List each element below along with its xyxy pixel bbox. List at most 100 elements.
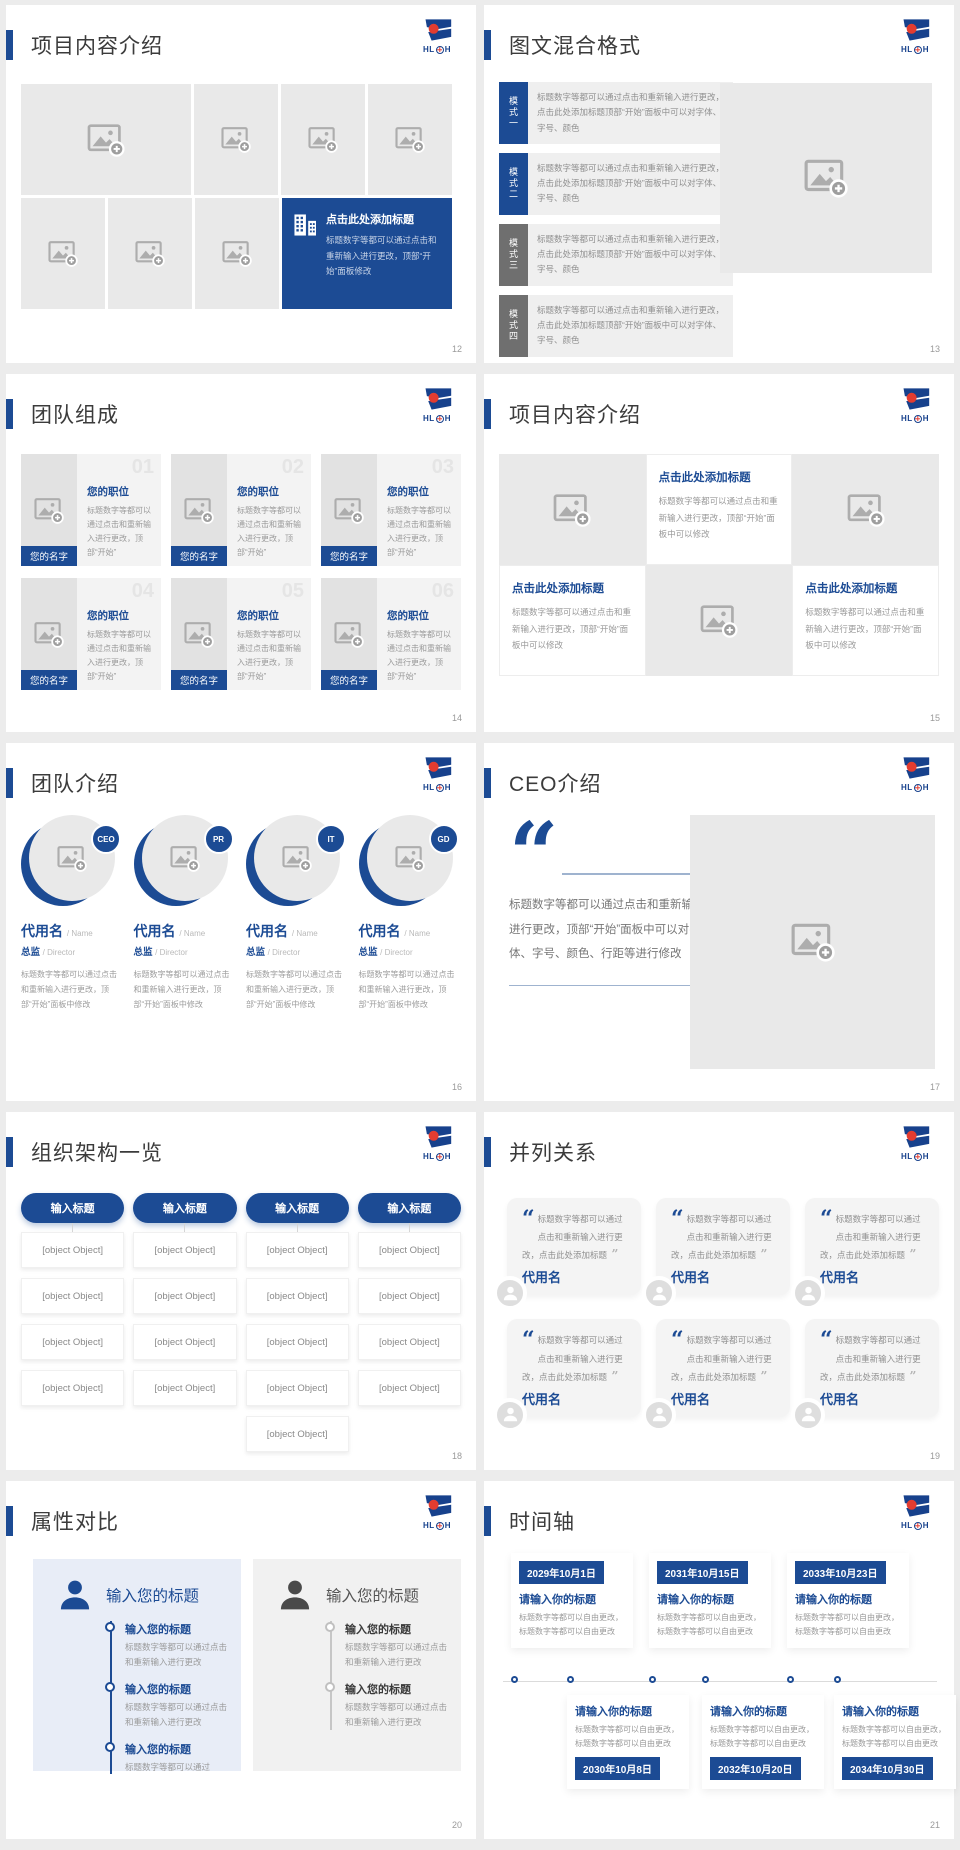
slide-card-17[interactable]: CEO介绍 HL H “ 标题数字等都可以通过点击和重新输入进行更改，顶部“开始”… — [484, 743, 954, 1101]
title-accent-bar — [6, 30, 13, 60]
team-member-card: 您的名字 03 您的职位 标题数字等都可以通过点击和重新输入进行更改，顶部“开始… — [321, 454, 461, 566]
leader-role: 总监 — [246, 947, 266, 958]
org-box: [object Object] — [245, 1232, 349, 1268]
image-placeholder — [194, 84, 278, 195]
quote-card-grid: “ 标题数字等都可以通过点击和重新输入进行更改，点击此处添加标题 ” 代用名 “… — [493, 1198, 939, 1432]
image-placeholder — [645, 565, 793, 676]
timeline-item: 输入您的标题 标题数字等都可以通过点击和重新输入进行更改 — [325, 1621, 447, 1670]
image-placeholder — [792, 454, 939, 565]
open-quote-icon: “ — [820, 1206, 833, 1232]
org-box: [object Object] — [245, 1324, 349, 1360]
title-accent-bar — [484, 768, 491, 798]
open-quote-icon: “ — [820, 1327, 833, 1354]
logo-o-icon — [435, 1152, 444, 1161]
member-body: 标题数字等都可以通过点击和重新输入进行更改，顶部“开始” — [87, 506, 151, 557]
slide-card-12[interactable]: 项目内容介绍 HL H 点击此处添加标题 标题数字等都可以通过点击和 — [6, 5, 476, 363]
mixed-grid: 点击此处添加标题 标题数字等都可以通过点击和重新输入进行更改，顶部“开始”面板中… — [499, 454, 939, 676]
slide-card-13[interactable]: 图文混合格式 HL H 模式一 标题数字等都可以通过点击和重新输入进行更改，点击此… — [484, 5, 954, 363]
connector-line — [296, 1223, 298, 1232]
timeline-date: 2031年10月15日 — [657, 1561, 748, 1584]
close-quote-icon: ” — [909, 1368, 917, 1383]
hloh-logo-mark-icon — [898, 387, 932, 414]
avatar — [493, 1397, 527, 1432]
org-box: [object Object] — [21, 1370, 125, 1406]
timeline-date: 2029年10月1日 — [519, 1561, 604, 1584]
member-name: 您的名字 — [171, 670, 227, 690]
mode-tab: 模式二 — [499, 152, 528, 215]
slide-card-20[interactable]: 属性对比 HL H 输入您的标题 输入您的标题 标题数字等都可以通过点击和重新输入… — [6, 1481, 476, 1839]
timeline-node — [511, 1676, 518, 1683]
person-icon — [277, 1577, 313, 1613]
quote-body: 标题数字等都可以通过点击和重新输入进行更改，点击此处添加标题 — [522, 1335, 623, 1382]
item-title: 输入您的标题 — [345, 1683, 411, 1696]
logo-o-icon — [913, 1152, 922, 1161]
divider — [509, 985, 711, 987]
quote-body: 标题数字等都可以通过点击和重新输入进行更改，点击此处添加标题 — [671, 1214, 772, 1261]
quote-card: “ 标题数字等都可以通过点击和重新输入进行更改，点击此处添加标题 ” 代用名 — [791, 1198, 939, 1311]
team-member-card: 您的名字 04 您的职位 标题数字等都可以通过点击和重新输入进行更改，顶部“开始… — [21, 578, 161, 690]
quote-card: “ 标题数字等都可以通过点击和重新输入进行更改，点击此处添加标题 ” 代用名 — [642, 1198, 790, 1311]
person-icon — [502, 1285, 519, 1302]
item-body: 标题数字等都可以通过点击和重新输入进行更改 — [345, 1701, 448, 1727]
slide-card-19[interactable]: 并列关系 HL H “ 标题数字等都可以通过点击和重新输入进行更改，点击此处添加标… — [484, 1112, 954, 1470]
leader-name: 代用名 — [21, 923, 63, 939]
page-number: 19 — [929, 1451, 940, 1461]
text-cell: 点击此处添加标题 标题数字等都可以通过点击和重新输入进行更改，顶部“开始”面板中… — [499, 565, 646, 676]
hloh-logo: HL H — [411, 1125, 463, 1161]
member-body: 标题数字等都可以通过点击和重新输入进行更改，顶部“开始” — [237, 506, 301, 557]
hloh-logo: HL H — [889, 18, 941, 54]
timeline-date: 2033年10月23日 — [795, 1561, 886, 1584]
image-placeholder: 您的名字 — [21, 578, 77, 690]
hloh-logo-mark-icon — [898, 1125, 932, 1152]
leader-role: 总监 — [133, 947, 153, 958]
org-box: [object Object] — [133, 1324, 237, 1360]
member-body: 标题数字等都可以通过点击和重新输入进行更改，顶部“开始” — [87, 630, 151, 681]
page-number: 16 — [451, 1082, 462, 1092]
team-grid: 您的名字 01 您的职位 标题数字等都可以通过点击和重新输入进行更改，顶部“开始… — [21, 454, 461, 690]
hloh-logo: HL H — [411, 756, 463, 792]
slide-card-16[interactable]: 团队介绍 HL H CEO 代用名 / Name 总监 / Director 标题… — [6, 743, 476, 1101]
hloh-logo-mark-icon — [898, 756, 932, 783]
org-box: [object Object] — [357, 1278, 461, 1314]
slide-card-14[interactable]: 团队组成 HL H 您的名字 01 您的职位 标题数字等都可以通过点击和重新输入进… — [6, 374, 476, 732]
logo-o-icon — [435, 783, 444, 792]
image-placeholder: 您的名字 — [321, 454, 377, 566]
member-number: 01 — [131, 456, 154, 478]
mode-body: 标题数字等都可以通过点击和重新输入进行更改，点击此处添加标题顶部“开始”面板中可… — [528, 82, 733, 144]
member-number: 04 — [131, 580, 154, 602]
image-placeholder — [368, 84, 452, 195]
mode-row: 模式三 标题数字等都可以通过点击和重新输入进行更改，点击此处添加标题顶部“开始”… — [499, 223, 733, 286]
hloh-logo-mark-icon — [420, 18, 454, 45]
slide-card-18[interactable]: 组织架构一览 HL H 输入标题 [object Object] [object O… — [6, 1112, 476, 1470]
member-name: 您的名字 — [21, 670, 77, 690]
page-number: 14 — [451, 713, 462, 723]
quote-name: 代用名 — [522, 1270, 562, 1286]
cell-body: 标题数字等都可以通过点击和重新输入进行更改，顶部“开始”面板中可以修改 — [512, 607, 632, 651]
callout-body: 标题数字等都可以通过点击和重新输入进行更改，顶部“开始”面板修改 — [326, 235, 437, 277]
image-placeholder: 您的名字 — [21, 454, 77, 566]
logo-o-icon — [913, 1521, 922, 1530]
item-title: 输入您的标题 — [125, 1683, 191, 1696]
org-box: [object Object] — [133, 1232, 237, 1268]
building-icon — [293, 214, 317, 236]
connector-line — [408, 1223, 410, 1232]
slide-title: 团队介绍 — [31, 773, 119, 796]
org-box: [object Object] — [21, 1278, 125, 1314]
page-number: 15 — [929, 713, 940, 723]
person-icon — [651, 1285, 668, 1302]
team-member-card: 您的名字 05 您的职位 标题数字等都可以通过点击和重新输入进行更改，顶部“开始… — [171, 578, 311, 690]
slide-title: CEO介绍 — [509, 773, 602, 796]
org-box: [object Object] — [357, 1324, 461, 1360]
image-placeholder: 您的名字 — [171, 454, 227, 566]
open-quote-icon: “ — [522, 1327, 535, 1354]
quote-card: “ 标题数字等都可以通过点击和重新输入进行更改，点击此处添加标题 ” 代用名 — [493, 1319, 641, 1432]
slide-card-15[interactable]: 项目内容介绍 HL H 点击此处添加标题 标题数字等都可以通过点击和重新输入进行更… — [484, 374, 954, 732]
hloh-logo-mark-icon — [420, 756, 454, 783]
slide-card-21[interactable]: 时间轴 HL H 2029年10月1日 请输入你的标题 标题数字等都可以自由更改，… — [484, 1481, 956, 1839]
timeline-title: 请输入你的标题 — [795, 1594, 872, 1606]
timeline-node — [787, 1676, 794, 1683]
timeline-card: 2029年10月1日 请输入你的标题 标题数字等都可以自由更改，标题数字等都可以… — [511, 1553, 633, 1648]
timeline-body: 标题数字等都可以自由更改，标题数字等都可以自由更改 — [795, 1613, 899, 1636]
connector-line — [72, 1223, 74, 1232]
